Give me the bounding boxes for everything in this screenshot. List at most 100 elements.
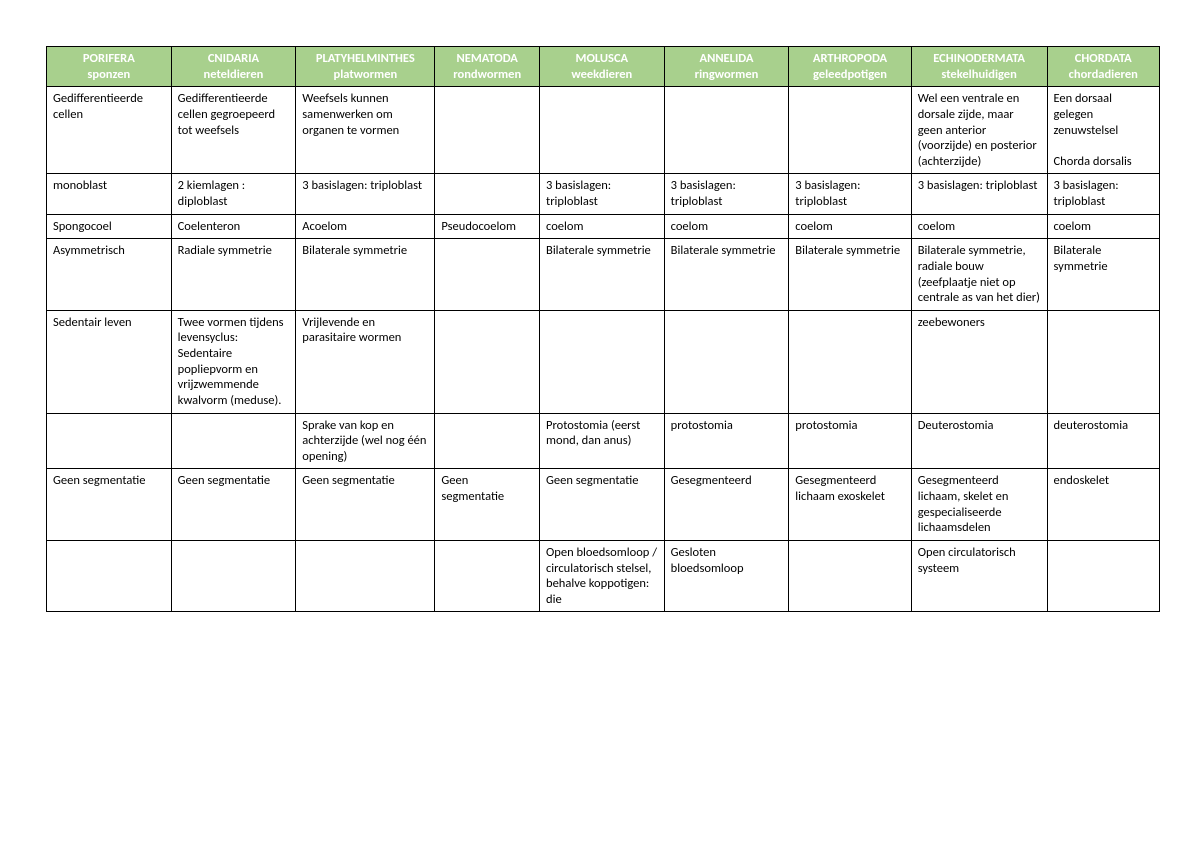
col-header-echinodermata: ECHINODERMATA stekelhuidigen: [911, 47, 1047, 87]
col-header-dutch: neteldieren: [174, 67, 294, 83]
table-cell: Een dorsaal gelegen zenuwstelselChorda d…: [1047, 87, 1160, 174]
table-header-row: PORIFERA sponzen CNIDARIA neteldieren PL…: [47, 47, 1160, 87]
table-cell: [435, 413, 540, 469]
table-cell: 3 basislagen: triploblast: [911, 174, 1047, 214]
table-cell: Bilaterale symmetrie: [540, 239, 665, 311]
table-cell: endoskelet: [1047, 469, 1160, 541]
table-cell: [435, 239, 540, 311]
col-header-platyhelminthes: PLATYHELMINTHES platwormen: [296, 47, 435, 87]
col-header-molusca: MOLUSCA weekdieren: [540, 47, 665, 87]
table-cell: [789, 310, 911, 413]
table-cell: Geen segmentatie: [171, 469, 296, 541]
table-cell: Asymmetrisch: [47, 239, 172, 311]
table-cell: 3 basislagen: triploblast: [1047, 174, 1160, 214]
table-cell: Vrijlevende en parasitaire wormen: [296, 310, 435, 413]
table-cell: [435, 174, 540, 214]
table-cell: coelom: [540, 214, 665, 239]
col-header-dutch: platwormen: [298, 67, 432, 83]
table-cell: 2 kiemlagen : diploblast: [171, 174, 296, 214]
table-cell: [47, 540, 172, 612]
table-row: Sprake van kop en achterzijde (wel nog é…: [47, 413, 1160, 469]
table-cell: Geen segmentatie: [296, 469, 435, 541]
table-cell: Spongocoel: [47, 214, 172, 239]
table-cell: coelom: [911, 214, 1047, 239]
col-header-latin: ARTHROPODA: [791, 51, 908, 67]
col-header-latin: CHORDATA: [1050, 51, 1158, 67]
table-cell: zeebewoners: [911, 310, 1047, 413]
col-header-latin: CNIDARIA: [174, 51, 294, 67]
table-row: Gedifferentieerde cellenGedifferentieerd…: [47, 87, 1160, 174]
table-cell: [47, 413, 172, 469]
table-cell: coelom: [1047, 214, 1160, 239]
table-cell: [540, 87, 665, 174]
table-cell: Sprake van kop en achterzijde (wel nog é…: [296, 413, 435, 469]
table-row: AsymmetrischRadiale symmetrieBilaterale …: [47, 239, 1160, 311]
table-row: SpongocoelCoelenteronAcoelomPseudocoelom…: [47, 214, 1160, 239]
table-cell: [540, 310, 665, 413]
table-body: Gedifferentieerde cellenGedifferentieerd…: [47, 87, 1160, 612]
table-cell: [171, 540, 296, 612]
col-header-dutch: stekelhuidigen: [914, 67, 1045, 83]
table-row: Sedentair levenTwee vormen tijdens leven…: [47, 310, 1160, 413]
table-cell: Acoelom: [296, 214, 435, 239]
table-row: monoblast2 kiemlagen : diploblast3 basis…: [47, 174, 1160, 214]
table-cell: [171, 413, 296, 469]
table-cell: Geen segmentatie: [435, 469, 540, 541]
table-cell: Sedentair leven: [47, 310, 172, 413]
table-cell: Gesegmenteerd lichaam, skelet en gespeci…: [911, 469, 1047, 541]
col-header-latin: NEMATODA: [437, 51, 537, 67]
table-cell: 3 basislagen: triploblast: [664, 174, 789, 214]
table-cell: [1047, 540, 1160, 612]
table-cell: [435, 540, 540, 612]
col-header-porifera: PORIFERA sponzen: [47, 47, 172, 87]
col-header-nematoda: NEMATODA rondwormen: [435, 47, 540, 87]
table-cell: Deuterostomia: [911, 413, 1047, 469]
col-header-chordata: CHORDATA chordadieren: [1047, 47, 1160, 87]
table-cell: coelom: [664, 214, 789, 239]
col-header-cnidaria: CNIDARIA neteldieren: [171, 47, 296, 87]
table-cell: Weefsels kunnen samenwerken om organen t…: [296, 87, 435, 174]
col-header-dutch: ringwormen: [667, 67, 787, 83]
table-cell: Gedifferentieerde cellen gegroepeerd tot…: [171, 87, 296, 174]
col-header-latin: PLATYHELMINTHES: [298, 51, 432, 67]
col-header-latin: PORIFERA: [49, 51, 169, 67]
col-header-dutch: rondwormen: [437, 67, 537, 83]
phyla-comparison-table: PORIFERA sponzen CNIDARIA neteldieren PL…: [46, 46, 1160, 612]
col-header-annelida: ANNELIDA ringwormen: [664, 47, 789, 87]
table-cell: protostomia: [789, 413, 911, 469]
table-cell: [435, 310, 540, 413]
table-row: Open bloedsomloop / circulatorisch stels…: [47, 540, 1160, 612]
table-cell: 3 basislagen: triploblast: [296, 174, 435, 214]
col-header-dutch: weekdieren: [542, 67, 662, 83]
table-cell: Radiale symmetrie: [171, 239, 296, 311]
table-cell: Bilaterale symmetrie: [1047, 239, 1160, 311]
col-header-latin: MOLUSCA: [542, 51, 662, 67]
table-cell: Gesegmenteerd lichaam exoskelet: [789, 469, 911, 541]
table-cell: Pseudocoelom: [435, 214, 540, 239]
table-cell: [789, 87, 911, 174]
table-cell: protostomia: [664, 413, 789, 469]
col-header-arthropoda: ARTHROPODA geleedpotigen: [789, 47, 911, 87]
page: PORIFERA sponzen CNIDARIA neteldieren PL…: [0, 0, 1200, 848]
table-cell: [664, 87, 789, 174]
table-cell: Open circulatorisch systeem: [911, 540, 1047, 612]
col-header-dutch: sponzen: [49, 67, 169, 83]
table-cell: Bilaterale symmetrie: [789, 239, 911, 311]
table-cell: [435, 87, 540, 174]
table-cell: Bilaterale symmetrie: [296, 239, 435, 311]
col-header-latin: ECHINODERMATA: [914, 51, 1045, 67]
table-cell: [1047, 310, 1160, 413]
table-cell: Bilaterale symmetrie: [664, 239, 789, 311]
table-cell: Geen segmentatie: [540, 469, 665, 541]
col-header-dutch: chordadieren: [1050, 67, 1158, 83]
table-cell: [664, 310, 789, 413]
table-cell: coelom: [789, 214, 911, 239]
table-cell: Gesegmenteerd: [664, 469, 789, 541]
col-header-dutch: geleedpotigen: [791, 67, 908, 83]
table-cell: Bilaterale symmetrie, radiale bouw (zeef…: [911, 239, 1047, 311]
table-cell: Geen segmentatie: [47, 469, 172, 541]
table-cell: Open bloedsomloop / circulatorisch stels…: [540, 540, 665, 612]
table-cell: monoblast: [47, 174, 172, 214]
table-cell: [296, 540, 435, 612]
table-cell: Gedifferentieerde cellen: [47, 87, 172, 174]
